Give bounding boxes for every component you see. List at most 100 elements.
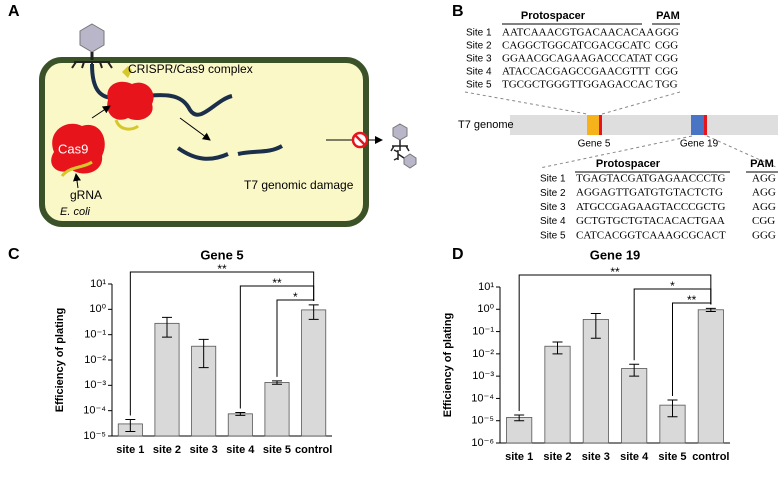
grna-loop bbox=[114, 119, 140, 131]
panel-label: C bbox=[8, 246, 20, 263]
table-header: Protospacer bbox=[521, 10, 586, 22]
sequence: AGG bbox=[752, 201, 776, 213]
bar bbox=[544, 345, 571, 444]
y-tick-label: 10⁻³ bbox=[472, 370, 494, 382]
x-tick-label: site 5 bbox=[658, 451, 686, 463]
sequence: AGGAGTTGATGTGTACTCTG bbox=[576, 187, 723, 199]
x-tick-label: control bbox=[692, 451, 729, 463]
sequence: AATCAAACGTGACAACACAA bbox=[502, 27, 654, 39]
cas9 bbox=[51, 123, 105, 174]
genome-bar bbox=[510, 115, 778, 135]
y-tick-label: 10⁰ bbox=[89, 303, 106, 315]
label: gRNA bbox=[70, 188, 102, 202]
significance-label: * bbox=[670, 279, 675, 293]
panel-label: A bbox=[8, 3, 20, 20]
bar bbox=[227, 413, 253, 437]
phage-legs bbox=[393, 149, 405, 161]
dna bbox=[90, 63, 233, 117]
significance-bracket bbox=[672, 302, 712, 397]
y-tick-label: 10⁻³ bbox=[84, 379, 106, 391]
site-label: Site 3 bbox=[540, 202, 566, 213]
bar bbox=[621, 368, 648, 444]
grna-tip bbox=[122, 66, 132, 78]
x-tick-label: site 2 bbox=[153, 444, 181, 456]
sequence: GGG bbox=[752, 229, 776, 241]
bar bbox=[697, 309, 724, 444]
arrow bbox=[91, 105, 111, 119]
x-tick-label: site 4 bbox=[620, 451, 649, 463]
significance-label: ** bbox=[272, 276, 282, 290]
site-label: Site 5 bbox=[466, 80, 492, 91]
y-axis-label: Efficiency of plating bbox=[442, 313, 454, 418]
error-bar bbox=[629, 363, 640, 377]
block-sign bbox=[354, 134, 366, 146]
sequence: CAGGCTGGCATCGACGCATC bbox=[502, 40, 651, 52]
label: E. coli bbox=[60, 206, 91, 218]
chart-title: Gene 19 bbox=[590, 247, 641, 262]
site-label: Site 1 bbox=[466, 28, 492, 39]
zoom-line bbox=[601, 91, 681, 115]
gene-label: Gene 5 bbox=[578, 139, 611, 150]
x-tick-label: site 2 bbox=[543, 451, 571, 463]
bar bbox=[582, 319, 609, 444]
error-bar bbox=[198, 338, 209, 369]
gene-site bbox=[599, 115, 602, 135]
sequence: CGG bbox=[655, 40, 678, 52]
error-bar bbox=[705, 307, 716, 312]
sequence: ATACCACGAGCCGAACGTTT bbox=[502, 66, 651, 78]
table-header: PAM bbox=[750, 158, 774, 170]
y-tick-label: 10¹ bbox=[90, 278, 106, 290]
error-bar bbox=[162, 316, 172, 338]
x-tick-label: site 3 bbox=[190, 444, 218, 456]
error-bar bbox=[667, 399, 678, 418]
x-tick-label: site 5 bbox=[263, 444, 291, 456]
error-bar bbox=[590, 312, 601, 339]
significance-bracket bbox=[633, 288, 712, 361]
sequence: GCTGTGCTGTACACACTGAA bbox=[576, 215, 725, 227]
error-bar bbox=[308, 304, 319, 320]
significance-bracket bbox=[276, 299, 315, 377]
significance-label: ** bbox=[610, 265, 620, 279]
y-tick-label: 10⁰ bbox=[477, 303, 494, 315]
y-tick-label: 10⁻² bbox=[472, 348, 494, 360]
label: T7 genomic damage bbox=[244, 178, 354, 192]
chart-title: Gene 5 bbox=[200, 247, 243, 262]
zoom-line bbox=[706, 135, 779, 169]
y-tick-label: 10⁻² bbox=[84, 354, 106, 366]
site-label: Site 1 bbox=[540, 174, 566, 185]
gene-label: Gene 19 bbox=[680, 139, 719, 150]
sequence: TGCGCTGGGTTGGAGACCAC bbox=[502, 79, 653, 91]
bar bbox=[506, 417, 533, 444]
sequence: GGG bbox=[655, 27, 679, 39]
gene bbox=[691, 115, 705, 135]
bar bbox=[154, 322, 180, 437]
significance-label: ** bbox=[217, 262, 227, 276]
site-label: Site 2 bbox=[540, 188, 566, 199]
site-label: Site 4 bbox=[540, 216, 566, 227]
sequence: GGAACGCAGAAGACCCATAT bbox=[502, 53, 652, 65]
zoom-line bbox=[539, 135, 693, 169]
label: Cas9 bbox=[58, 141, 88, 156]
error-bar bbox=[125, 418, 136, 433]
sequence: TGG bbox=[655, 79, 678, 91]
bar bbox=[264, 382, 290, 437]
error-bar bbox=[552, 341, 563, 355]
phage-head bbox=[403, 153, 417, 169]
arrow bbox=[179, 117, 211, 141]
site-label: Site 2 bbox=[466, 41, 492, 52]
dna-fragment bbox=[237, 144, 283, 156]
x-tick-label: site 1 bbox=[116, 444, 144, 456]
x-tick-label: site 4 bbox=[226, 444, 255, 456]
table-header: PAM bbox=[656, 10, 680, 22]
significance-label: ** bbox=[687, 293, 697, 307]
y-tick-label: 10⁻⁵ bbox=[471, 415, 494, 427]
sequence: CGG bbox=[752, 215, 775, 227]
phage-head bbox=[392, 123, 408, 141]
y-tick-label: 10⁻⁵ bbox=[83, 430, 106, 442]
sequence: CATCACGGTCAAAGCGCACT bbox=[576, 229, 726, 241]
x-tick-label: site 1 bbox=[505, 451, 533, 463]
x-tick-label: site 3 bbox=[582, 451, 610, 463]
error-bar bbox=[514, 414, 525, 422]
phage-legs bbox=[390, 140, 410, 152]
